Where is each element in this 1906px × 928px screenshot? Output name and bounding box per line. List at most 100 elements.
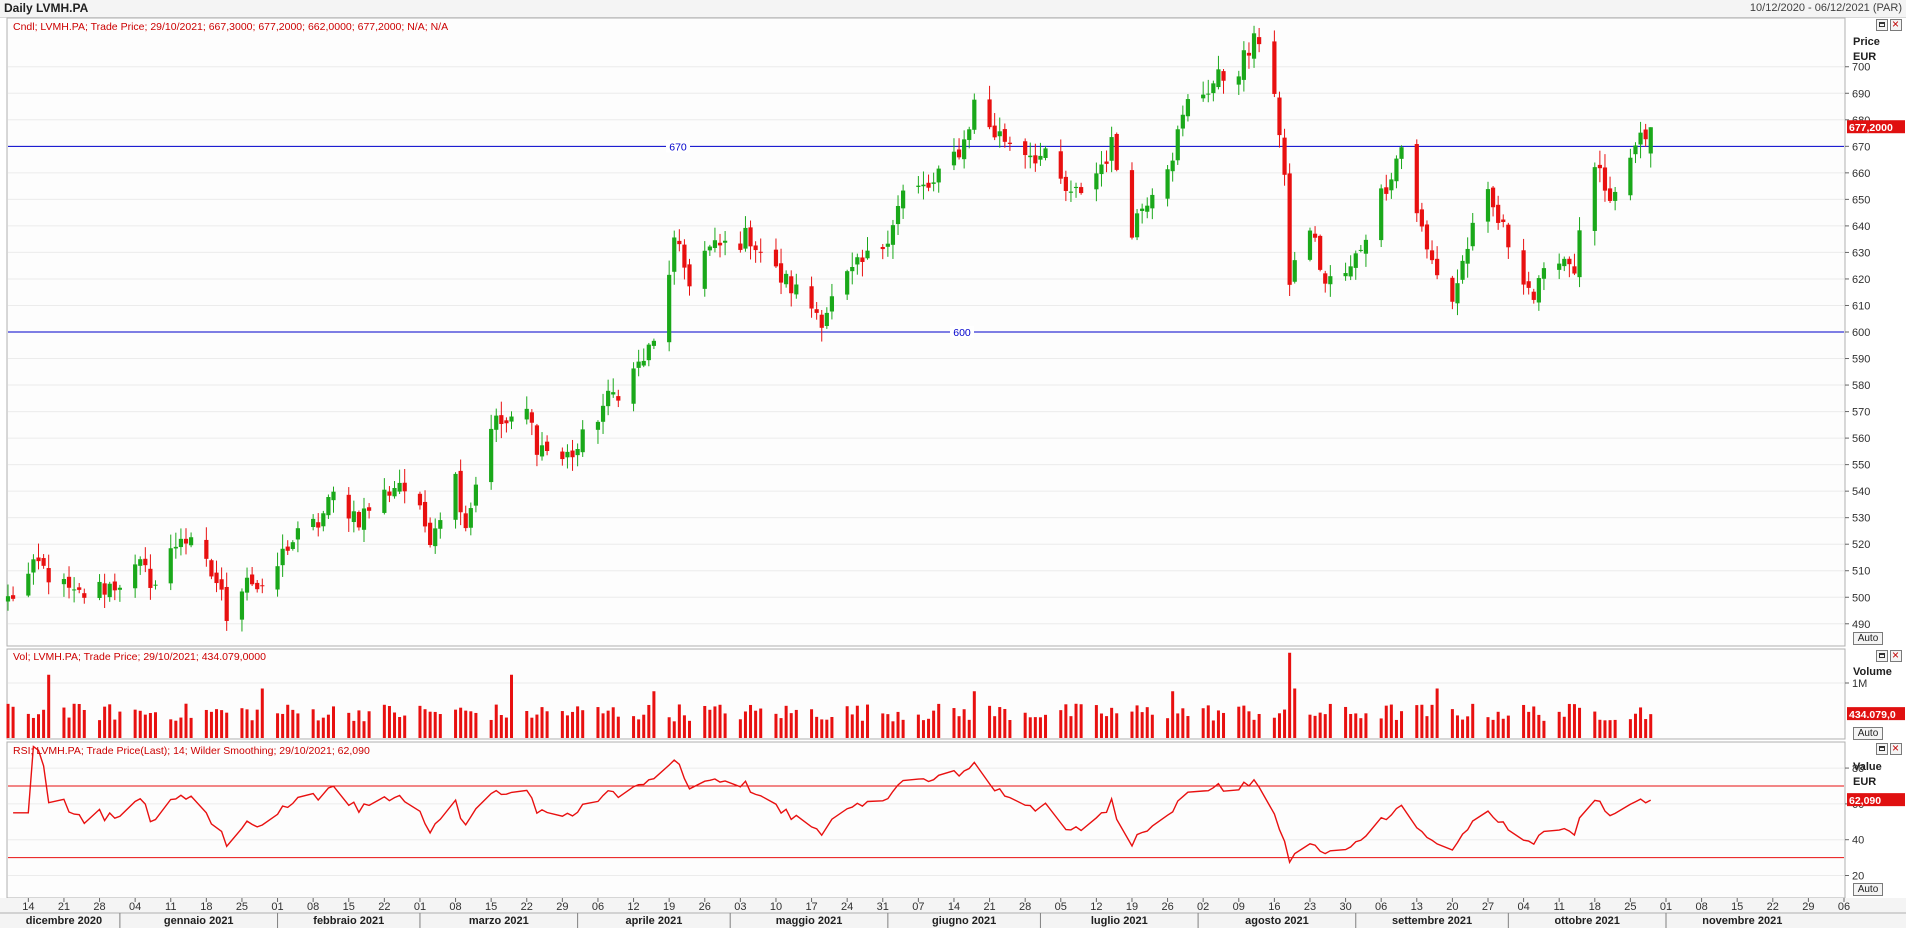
volume-bar	[403, 715, 407, 738]
candle-body	[712, 240, 718, 249]
price-auto-scale-button[interactable]: Auto	[1853, 632, 1883, 645]
month-label: aprile 2021	[625, 915, 682, 927]
candle-body	[1597, 164, 1602, 169]
candle-body	[778, 263, 784, 283]
volume-bar	[1293, 688, 1297, 738]
volume-bar	[957, 716, 961, 738]
candle-body	[41, 558, 46, 566]
volume-bar	[393, 712, 397, 738]
price-tick-label: 550	[1852, 460, 1870, 472]
candle-body	[1379, 188, 1384, 241]
volume-bar	[504, 717, 508, 738]
candle-body	[890, 225, 896, 245]
price-tick-label: 700	[1852, 62, 1870, 74]
candle-body	[529, 412, 534, 423]
rsi-close-button[interactable]	[1890, 741, 1902, 755]
volume-bar	[1359, 718, 1363, 738]
volume-bar	[250, 720, 254, 738]
rsi-grid	[8, 767, 1844, 877]
price-tick-label: 670	[1852, 141, 1870, 153]
volume-bar	[530, 717, 534, 738]
candle-body	[1435, 258, 1440, 276]
x-tick-label: 08	[307, 901, 319, 913]
x-tick-label: 26	[699, 901, 711, 913]
candle-body	[1455, 283, 1460, 304]
rsi-tick-label: 20	[1852, 871, 1864, 883]
volume-bar	[1211, 720, 1215, 738]
candle-body	[1175, 129, 1180, 161]
rsi-maximize-button[interactable]	[1876, 743, 1888, 755]
volume-bar	[774, 713, 778, 738]
candle-body	[1501, 219, 1506, 223]
candle-body	[1572, 266, 1577, 274]
volume-bar	[1094, 705, 1098, 738]
candle-body	[1536, 278, 1541, 303]
candle-body	[1109, 137, 1114, 161]
x-tick-label: 02	[1197, 901, 1209, 913]
price-close-button[interactable]	[1890, 17, 1902, 31]
candle-body	[255, 582, 260, 590]
candle-body	[239, 591, 245, 620]
volume-bar	[98, 720, 102, 738]
candle-body	[1328, 276, 1333, 285]
volume-bar	[387, 706, 391, 738]
rsi-axis-title: Value	[1853, 761, 1882, 773]
price-tick-label: 610	[1852, 300, 1870, 312]
candle-body	[1450, 277, 1455, 302]
candle-body	[168, 548, 173, 584]
volume-bar	[382, 704, 386, 738]
candle-body	[1541, 268, 1547, 279]
volume-bar	[494, 704, 498, 738]
volume-bar	[647, 704, 651, 738]
x-tick-label: 06	[592, 901, 604, 913]
x-tick-label: 07	[912, 901, 924, 913]
x-tick-label: 16	[1268, 901, 1280, 913]
volume-bar	[31, 717, 35, 738]
volume-auto-scale-button[interactable]: Auto	[1853, 727, 1883, 740]
volume-bar	[138, 710, 142, 738]
rsi-auto-scale-button[interactable]: Auto	[1853, 883, 1883, 896]
volume-bar	[545, 711, 549, 738]
volume-bar	[423, 709, 427, 738]
volume-bar	[62, 707, 66, 738]
price-tick-label: 510	[1852, 566, 1870, 578]
candle-body	[611, 392, 616, 395]
candle-body	[387, 491, 392, 496]
rsi-last-label: 62,090	[1847, 793, 1905, 807]
volume-bar	[459, 707, 463, 738]
candle-body	[509, 416, 514, 422]
candle-body	[331, 491, 336, 501]
price-maximize-button[interactable]	[1876, 19, 1888, 31]
candle-body	[1236, 76, 1241, 85]
volume-bar	[718, 704, 722, 738]
candle-body	[865, 250, 870, 259]
candle-body	[1638, 132, 1643, 145]
x-tick-label: 18	[1589, 901, 1601, 913]
candle-body	[183, 538, 189, 544]
candle-body	[1221, 71, 1226, 81]
candle-body	[112, 581, 117, 591]
candle-body	[789, 276, 794, 294]
horizontal-line-label-bg	[950, 326, 974, 338]
candle-body	[921, 184, 926, 187]
volume-bar	[784, 705, 788, 738]
candle-body	[967, 129, 972, 140]
candle-body	[61, 579, 67, 585]
volume-bar	[896, 711, 900, 738]
candle-body	[936, 168, 941, 183]
candle-body	[1028, 155, 1033, 158]
volume-bar	[1216, 710, 1220, 738]
candle-body	[1201, 94, 1206, 99]
volume-bars	[6, 652, 1653, 738]
volume-bar	[1471, 703, 1475, 738]
candle-body	[1323, 273, 1328, 284]
candle-body	[631, 368, 636, 404]
volume-bar	[215, 709, 219, 738]
volume-maximize-button[interactable]	[1876, 650, 1888, 662]
volume-bar	[464, 710, 468, 738]
volume-close-button[interactable]	[1890, 648, 1902, 662]
candle-body	[285, 546, 290, 551]
volume-bar	[357, 710, 361, 738]
x-tick-label: 22	[521, 901, 533, 913]
volume-bar	[184, 703, 188, 738]
